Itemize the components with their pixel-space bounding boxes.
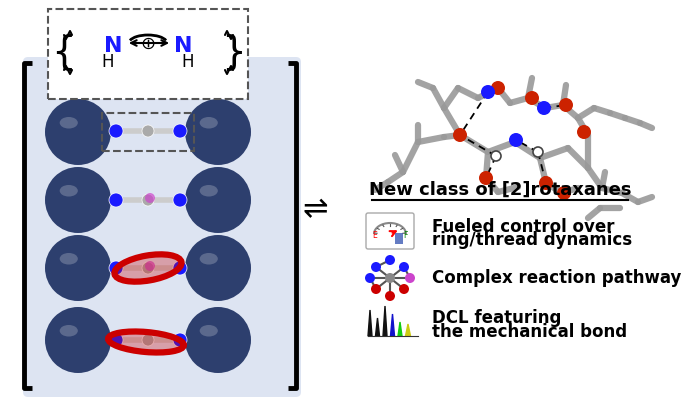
Ellipse shape <box>60 185 78 196</box>
Text: E: E <box>372 232 377 240</box>
Circle shape <box>385 273 395 283</box>
Circle shape <box>577 125 591 139</box>
Circle shape <box>142 262 154 274</box>
FancyBboxPatch shape <box>48 9 248 99</box>
Ellipse shape <box>115 254 182 282</box>
Text: the mechanical bond: the mechanical bond <box>432 323 627 341</box>
Circle shape <box>145 193 155 203</box>
Text: }: } <box>222 33 246 71</box>
Ellipse shape <box>60 253 78 264</box>
Ellipse shape <box>60 117 78 128</box>
Text: ring/thread dynamics: ring/thread dynamics <box>432 231 632 249</box>
Circle shape <box>185 167 251 233</box>
Ellipse shape <box>200 325 218 336</box>
Text: New class of [2]rotaxanes: New class of [2]rotaxanes <box>369 181 631 199</box>
Circle shape <box>491 81 505 95</box>
Circle shape <box>533 147 543 157</box>
Circle shape <box>173 193 187 207</box>
Circle shape <box>185 235 251 301</box>
Circle shape <box>371 284 381 294</box>
Polygon shape <box>368 310 372 336</box>
Circle shape <box>537 101 551 115</box>
Text: N: N <box>104 36 122 56</box>
Circle shape <box>142 125 154 137</box>
Bar <box>395 233 403 244</box>
Text: DCL featuring: DCL featuring <box>432 309 561 327</box>
Circle shape <box>145 261 155 271</box>
Circle shape <box>399 284 409 294</box>
Circle shape <box>45 99 111 165</box>
Ellipse shape <box>60 325 78 336</box>
FancyBboxPatch shape <box>366 213 414 249</box>
Polygon shape <box>398 322 402 336</box>
Circle shape <box>385 255 395 265</box>
Polygon shape <box>375 318 379 336</box>
Text: Fueled control over: Fueled control over <box>432 218 615 236</box>
Circle shape <box>559 98 573 112</box>
Text: {: { <box>51 33 76 71</box>
Text: H: H <box>102 53 115 71</box>
Ellipse shape <box>200 117 218 128</box>
Circle shape <box>365 273 375 283</box>
Circle shape <box>45 307 111 373</box>
Circle shape <box>109 333 123 347</box>
Circle shape <box>45 235 111 301</box>
Circle shape <box>509 133 523 147</box>
Polygon shape <box>405 324 410 336</box>
Text: Complex reaction pathway: Complex reaction pathway <box>432 269 681 287</box>
Circle shape <box>45 167 111 233</box>
Circle shape <box>173 333 187 347</box>
Circle shape <box>142 194 154 206</box>
Circle shape <box>173 124 187 138</box>
Circle shape <box>479 171 493 185</box>
Circle shape <box>525 91 539 105</box>
Polygon shape <box>390 314 394 336</box>
Circle shape <box>109 193 123 207</box>
Text: ⊕: ⊕ <box>141 35 156 53</box>
Circle shape <box>399 262 409 272</box>
FancyBboxPatch shape <box>23 57 301 397</box>
Circle shape <box>371 262 381 272</box>
Text: N: N <box>174 36 192 56</box>
Circle shape <box>109 261 123 275</box>
Text: ⇌: ⇌ <box>303 196 328 224</box>
Ellipse shape <box>200 253 218 264</box>
Ellipse shape <box>108 332 184 352</box>
Circle shape <box>142 334 154 346</box>
Circle shape <box>453 128 467 142</box>
Text: H: H <box>182 53 194 71</box>
Polygon shape <box>383 306 387 336</box>
Circle shape <box>185 307 251 373</box>
Circle shape <box>109 124 123 138</box>
Circle shape <box>385 291 395 301</box>
Circle shape <box>491 151 501 161</box>
Circle shape <box>557 186 571 200</box>
Circle shape <box>173 261 187 275</box>
Ellipse shape <box>200 185 218 196</box>
Text: F: F <box>403 232 407 240</box>
Circle shape <box>185 99 251 165</box>
Circle shape <box>481 85 495 99</box>
Circle shape <box>405 273 415 283</box>
Circle shape <box>539 176 553 190</box>
